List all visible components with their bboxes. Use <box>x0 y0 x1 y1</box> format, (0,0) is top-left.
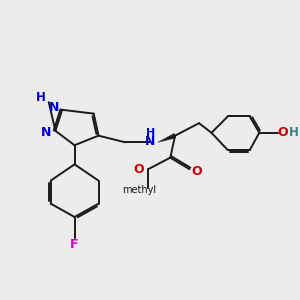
Text: H: H <box>289 126 299 139</box>
Text: H: H <box>36 91 46 104</box>
Text: F: F <box>70 238 79 251</box>
Text: N: N <box>41 126 51 139</box>
Text: methyl: methyl <box>122 185 156 195</box>
Text: O: O <box>134 163 144 176</box>
Text: N: N <box>49 101 60 114</box>
Text: H: H <box>146 128 155 138</box>
Text: O: O <box>277 126 288 139</box>
Text: O: O <box>192 165 203 178</box>
Polygon shape <box>158 134 176 142</box>
Text: N: N <box>145 135 155 148</box>
